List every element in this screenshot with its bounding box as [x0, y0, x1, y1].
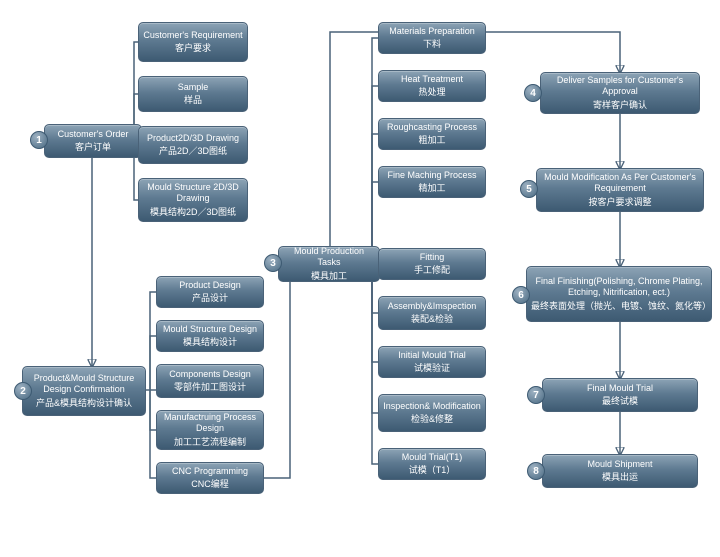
- node-label-en: Fitting: [383, 252, 481, 263]
- node-label-cn: 产品&模具结构设计确认: [27, 398, 141, 409]
- node-label-cn: 模具结构2D／3D图纸: [143, 207, 243, 218]
- node-label-cn: 粗加工: [383, 135, 481, 146]
- node-label-cn: 最终试模: [547, 396, 693, 407]
- node-label-en: Product&Mould Structure Design Confirmat…: [27, 373, 141, 396]
- node-label-cn: 客户要求: [143, 43, 243, 54]
- child-node: Components Design 零部件加工图设计: [156, 364, 264, 398]
- child-node: Product2D/3D Drawing 产品2D／3D图纸: [138, 126, 248, 164]
- node-label-en: Final Finishing(Polishing, Chrome Platin…: [531, 276, 707, 299]
- child-node: Fitting 手工修配: [378, 248, 486, 280]
- node-label-en: Assembly&Imspection: [383, 301, 481, 312]
- node-label-en: Customer's Requirement: [143, 30, 243, 41]
- node-label-cn: 加工工艺流程编制: [161, 437, 259, 448]
- node-label-en: Components Design: [161, 369, 259, 380]
- node-label-en: Manufactruing Process Design: [161, 412, 259, 435]
- child-node: Assembly&Imspection 装配&检验: [378, 296, 486, 330]
- node-label-cn: 样品: [143, 95, 243, 106]
- node-label-cn: 产品设计: [161, 293, 259, 304]
- stage-badge: 6: [512, 286, 530, 304]
- stage-node: Final Finishing(Polishing, Chrome Platin…: [526, 266, 712, 322]
- node-label-cn: 零部件加工图设计: [161, 382, 259, 393]
- node-label-cn: 装配&检验: [383, 314, 481, 325]
- child-node: Mould Trial(T1) 试模（T1）: [378, 448, 486, 480]
- node-label-cn: 手工修配: [383, 265, 481, 276]
- child-node: Materials Preparation 下料: [378, 22, 486, 54]
- stage-badge: 3: [264, 254, 282, 272]
- node-label-cn: 寄样客户确认: [545, 100, 695, 111]
- stage-node: Customer's Order 客户订单: [44, 124, 142, 158]
- node-label-cn: 按客户要求调整: [541, 197, 699, 208]
- stage-badge: 4: [524, 84, 542, 102]
- child-node: CNC Programming CNC编程: [156, 462, 264, 494]
- stage-node: Mould Modification As Per Customer's Req…: [536, 168, 704, 212]
- node-label-cn: 模具出运: [547, 472, 693, 483]
- node-label-en: Deliver Samples for Customer's Approval: [545, 75, 695, 98]
- child-node: Manufactruing Process Design 加工工艺流程编制: [156, 410, 264, 450]
- child-node: Initial Mould Trial 试模验证: [378, 346, 486, 378]
- node-label-en: Mould Structure 2D/3D Drawing: [143, 182, 243, 205]
- node-label-cn: CNC编程: [161, 479, 259, 490]
- child-node: Sample 样品: [138, 76, 248, 112]
- node-label-en: Materials Preparation: [383, 26, 481, 37]
- node-label-cn: 下料: [383, 39, 481, 50]
- child-node: Mould Structure Design 模具结构设计: [156, 320, 264, 352]
- child-node: Product Design 产品设计: [156, 276, 264, 308]
- node-label-en: Product Design: [161, 280, 259, 291]
- node-label-en: Mould Modification As Per Customer's Req…: [541, 172, 699, 195]
- node-label-cn: 模具结构设计: [161, 337, 259, 348]
- node-label-en: Mould Shipment: [547, 459, 693, 470]
- stage-badge: 8: [527, 462, 545, 480]
- node-label-cn: 客户订单: [49, 142, 137, 153]
- child-node: Heat Treatment 热处理: [378, 70, 486, 102]
- child-node: Customer's Requirement 客户要求: [138, 22, 248, 62]
- node-label-en: Mould Production Tasks: [283, 246, 375, 269]
- node-label-cn: 最终表面处理（抛光、电镀、蚀纹、氮化等）: [531, 301, 707, 312]
- node-label-cn: 试模验证: [383, 363, 481, 374]
- node-label-cn: 模具加工: [283, 271, 375, 282]
- node-label-en: Final Mould Trial: [547, 383, 693, 394]
- node-label-en: Customer's Order: [49, 129, 137, 140]
- node-label-cn: 检验&修整: [383, 414, 481, 425]
- child-node: Fine Maching Process 精加工: [378, 166, 486, 198]
- child-node: Mould Structure 2D/3D Drawing 模具结构2D／3D图纸: [138, 178, 248, 222]
- stage-node: Mould Shipment 模具出运: [542, 454, 698, 488]
- node-label-en: Fine Maching Process: [383, 170, 481, 181]
- node-label-en: Inspection& Modification: [383, 401, 481, 412]
- node-label-en: Heat Treatment: [383, 74, 481, 85]
- stage-node: Final Mould Trial 最终试模: [542, 378, 698, 412]
- node-label-cn: 产品2D／3D图纸: [143, 146, 243, 157]
- node-label-en: CNC Programming: [161, 466, 259, 477]
- stage-node: Deliver Samples for Customer's Approval 寄…: [540, 72, 700, 114]
- node-label-cn: 热处理: [383, 87, 481, 98]
- child-node: Inspection& Modification 检验&修整: [378, 394, 486, 432]
- node-label-en: Roughcasting Process: [383, 122, 481, 133]
- stage-badge: 2: [14, 382, 32, 400]
- stage-badge: 1: [30, 131, 48, 149]
- stage-badge: 7: [527, 386, 545, 404]
- node-label-en: Mould Trial(T1): [383, 452, 481, 463]
- node-label-en: Mould Structure Design: [161, 324, 259, 335]
- stage-badge: 5: [520, 180, 538, 198]
- node-label-en: Initial Mould Trial: [383, 350, 481, 361]
- node-label-cn: 精加工: [383, 183, 481, 194]
- child-node: Roughcasting Process 粗加工: [378, 118, 486, 150]
- stage-node: Mould Production Tasks 模具加工: [278, 246, 380, 282]
- node-label-cn: 试模（T1）: [383, 465, 481, 476]
- stage-node: Product&Mould Structure Design Confirmat…: [22, 366, 146, 416]
- node-label-en: Sample: [143, 82, 243, 93]
- node-label-en: Product2D/3D Drawing: [143, 133, 243, 144]
